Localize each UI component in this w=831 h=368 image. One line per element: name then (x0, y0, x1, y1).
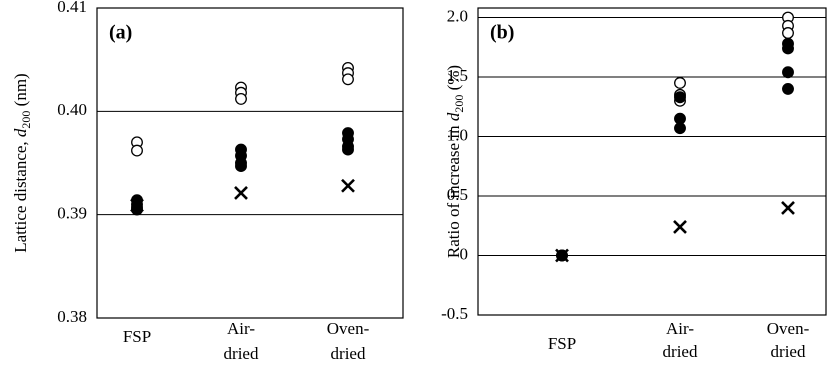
plot-frame (96, 7, 404, 319)
y-label-var: d (444, 112, 463, 121)
open-circle-marker (674, 77, 686, 89)
panel-label: (b) (490, 22, 514, 44)
x-tick-label: Air- (666, 319, 694, 338)
cross-marker (673, 220, 687, 234)
filled-circle-marker (674, 122, 686, 135)
plot-frame (477, 7, 827, 316)
filled-circle-marker (342, 143, 354, 156)
x-tick-label: Oven- (327, 319, 370, 338)
y-label-unit: (nm) (11, 73, 30, 110)
x-tick-label: Oven- (767, 319, 810, 338)
panel-label: (a) (109, 22, 132, 44)
filled-circle-marker (674, 91, 686, 104)
x-tick-label: dried (331, 344, 366, 363)
filled-circle-marker (235, 160, 247, 173)
y-label-sub: 200 (19, 111, 33, 129)
cross-marker (341, 178, 355, 193)
x-tick-label: dried (771, 342, 806, 361)
cross-marker (130, 198, 144, 213)
open-circle-marker (782, 27, 794, 39)
y-axis-label: Ratio of increase in d200 (%) (444, 65, 466, 258)
y-tick-label: 0.40 (57, 100, 87, 119)
y-tick-label: 0.39 (57, 204, 87, 223)
x-tick-label: Air- (227, 319, 255, 338)
y-axis-label: Lattice distance, d200 (nm) (11, 73, 33, 252)
filled-circle-marker (782, 82, 794, 95)
x-tick-label: FSP (548, 334, 576, 353)
y-label-text: Lattice distance, (11, 137, 30, 253)
x-tick-label: dried (224, 344, 259, 363)
y-label-text: Ratio of increase in (444, 121, 463, 258)
y-label-unit: (%) (444, 65, 463, 95)
cross-marker (234, 186, 248, 200)
y-label-var: d (11, 128, 30, 137)
y-tick-label: 2.0 (447, 6, 468, 25)
y-tick-label: 0.38 (57, 307, 87, 326)
open-circle-marker (342, 73, 354, 86)
y-tick-label: 0.41 (57, 0, 87, 16)
x-tick-label: FSP (123, 327, 151, 346)
y-tick-label: 1.5 (447, 66, 468, 85)
y-tick-label: 0.5 (447, 185, 468, 204)
y-label-sub: 200 (452, 95, 466, 113)
cross-marker (781, 200, 795, 215)
open-circle-marker (235, 92, 247, 105)
cross-marker (555, 248, 569, 263)
filled-circle-marker (782, 42, 794, 55)
y-tick-label: 1.0 (447, 125, 468, 144)
y-tick-label: -0.5 (441, 304, 468, 323)
filled-circle-marker (782, 66, 794, 79)
x-tick-label: dried (663, 342, 698, 361)
open-circle-marker (131, 144, 143, 157)
y-tick-label: 0 (460, 244, 469, 263)
